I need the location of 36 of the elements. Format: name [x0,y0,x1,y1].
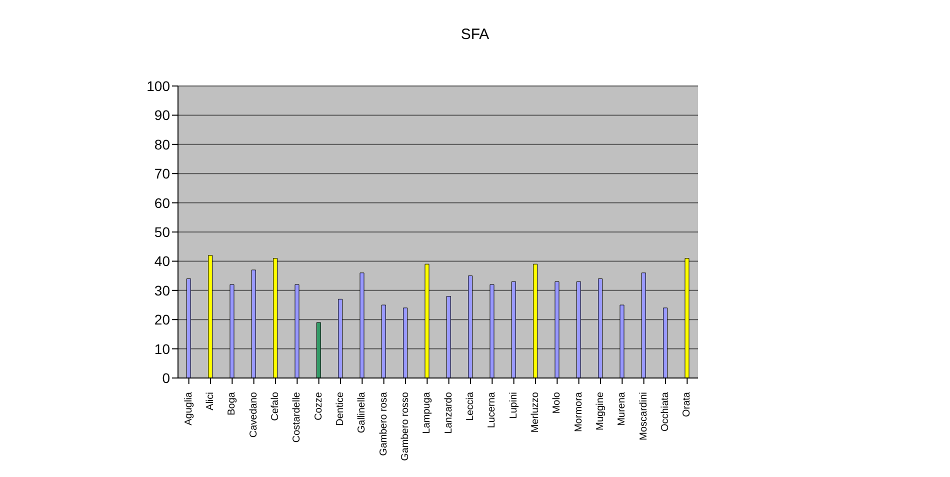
x-tick-label: Boga [226,392,238,416]
x-tick-label: Lupini [508,392,520,419]
x-tick-label: Lucerna [486,392,498,428]
y-tick-label: 100 [146,78,170,94]
x-tick-label: Muggine [595,392,606,430]
x-tick-label: Orata [682,392,693,418]
x-tick-label: Cozze [313,392,324,420]
chart-title: SFA [460,25,490,45]
x-tick-label: Cefalo [270,392,281,421]
x-tick-label: Gambero rosa [378,392,390,456]
x-tick-label: Costardelle [292,392,303,443]
x-tick-label: Dentice [335,392,346,426]
x-tick-label: Gambero rosso [400,392,411,461]
x-tick-label: Murena [616,392,628,426]
x-tick-label: Merluzzo [530,392,541,433]
x-tick-label: Gallinella [356,392,368,434]
x-tick-label: Mormora [573,392,584,432]
x-tick-label: Alici [205,392,216,410]
y-tick-label: 0 [162,370,170,386]
y-tick-label: 50 [154,224,170,240]
x-tick-label: Lampuga [422,392,433,434]
x-tick-label: Lanzardo [443,392,454,434]
y-tick-label: 30 [154,282,170,298]
y-tick-label: 90 [154,107,170,124]
x-tick-label: Occhiata [660,392,671,432]
x-tick-label: Moscardini [638,392,650,440]
y-tick-label: 20 [154,312,170,328]
y-tick-label: 80 [154,136,170,152]
y-tick-label: 10 [154,340,170,357]
x-tick-label: Molo [552,392,563,414]
x-tick-label: Leccia [465,392,476,421]
x-tick-label: Aguglia [183,392,194,426]
y-tick-label: 60 [154,194,170,211]
y-tick-label: 40 [154,253,170,270]
y-tick-label: 70 [154,166,170,182]
x-tick-label: Cavedano [248,392,260,438]
